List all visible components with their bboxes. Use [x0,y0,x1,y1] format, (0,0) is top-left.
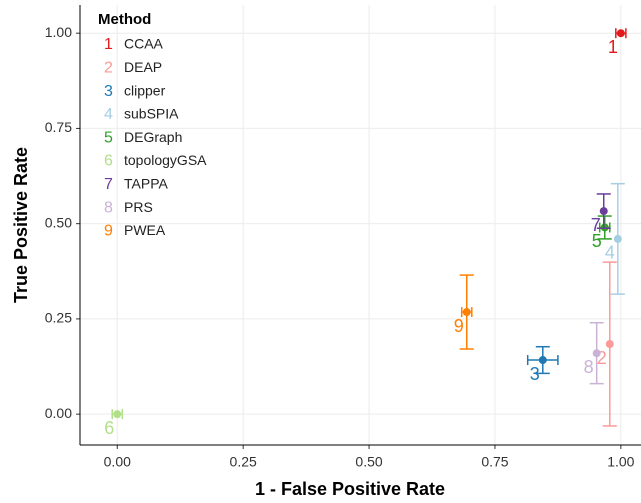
point-label: 6 [104,418,114,438]
y-tick-label: 0.25 [45,310,72,326]
y-tick-label: 0.50 [45,214,72,230]
legend-label: PRS [124,199,153,215]
legend-key: 5 [104,129,113,146]
point [613,234,622,243]
point-label: 8 [584,357,594,377]
legend-key: 7 [104,176,113,193]
legend-key: 6 [104,153,113,170]
legend-label: PWEA [124,222,166,238]
point-label: 5 [592,231,602,251]
legend-label: subSPIA [124,106,179,122]
legend-key: 2 [104,60,113,77]
y-tick-label: 0.75 [45,119,72,135]
legend-label: TAPPA [124,176,168,192]
point-label: 7 [591,215,601,235]
legend-key: 4 [104,106,113,123]
legend-label: clipper [124,82,166,98]
x-tick-label: 0.00 [104,454,131,470]
legend-key: 3 [104,83,113,100]
point [113,410,122,419]
point-label: 2 [597,348,607,368]
point [538,356,547,365]
legend-label: topologyGSA [124,152,207,168]
point-label: 4 [605,243,615,263]
x-tick-label: 1.00 [607,454,634,470]
x-tick-label: 0.75 [481,454,508,470]
x-tick-label: 0.25 [230,454,257,470]
x-tick-label: 0.50 [355,454,382,470]
legend-key: 9 [104,223,113,240]
y-axis-title: True Positive Rate [11,147,31,303]
point [592,349,601,358]
legend-label: CCAA [124,36,164,52]
legend-key: 1 [104,36,113,53]
point-label: 9 [454,316,464,336]
legend-label: DEAP [124,59,162,75]
x-axis-title: 1 - False Positive Rate [255,479,445,499]
point [600,223,609,232]
point-label: 3 [530,364,540,384]
point [599,207,608,216]
legend-title: Method [98,11,151,28]
legend-label: DEGraph [124,129,182,145]
y-tick-label: 0.00 [45,405,72,421]
point [462,308,471,317]
point [605,340,614,349]
point [616,29,625,38]
y-tick-label: 1.00 [45,24,72,40]
point-label: 1 [608,37,618,57]
legend-key: 8 [104,199,113,216]
